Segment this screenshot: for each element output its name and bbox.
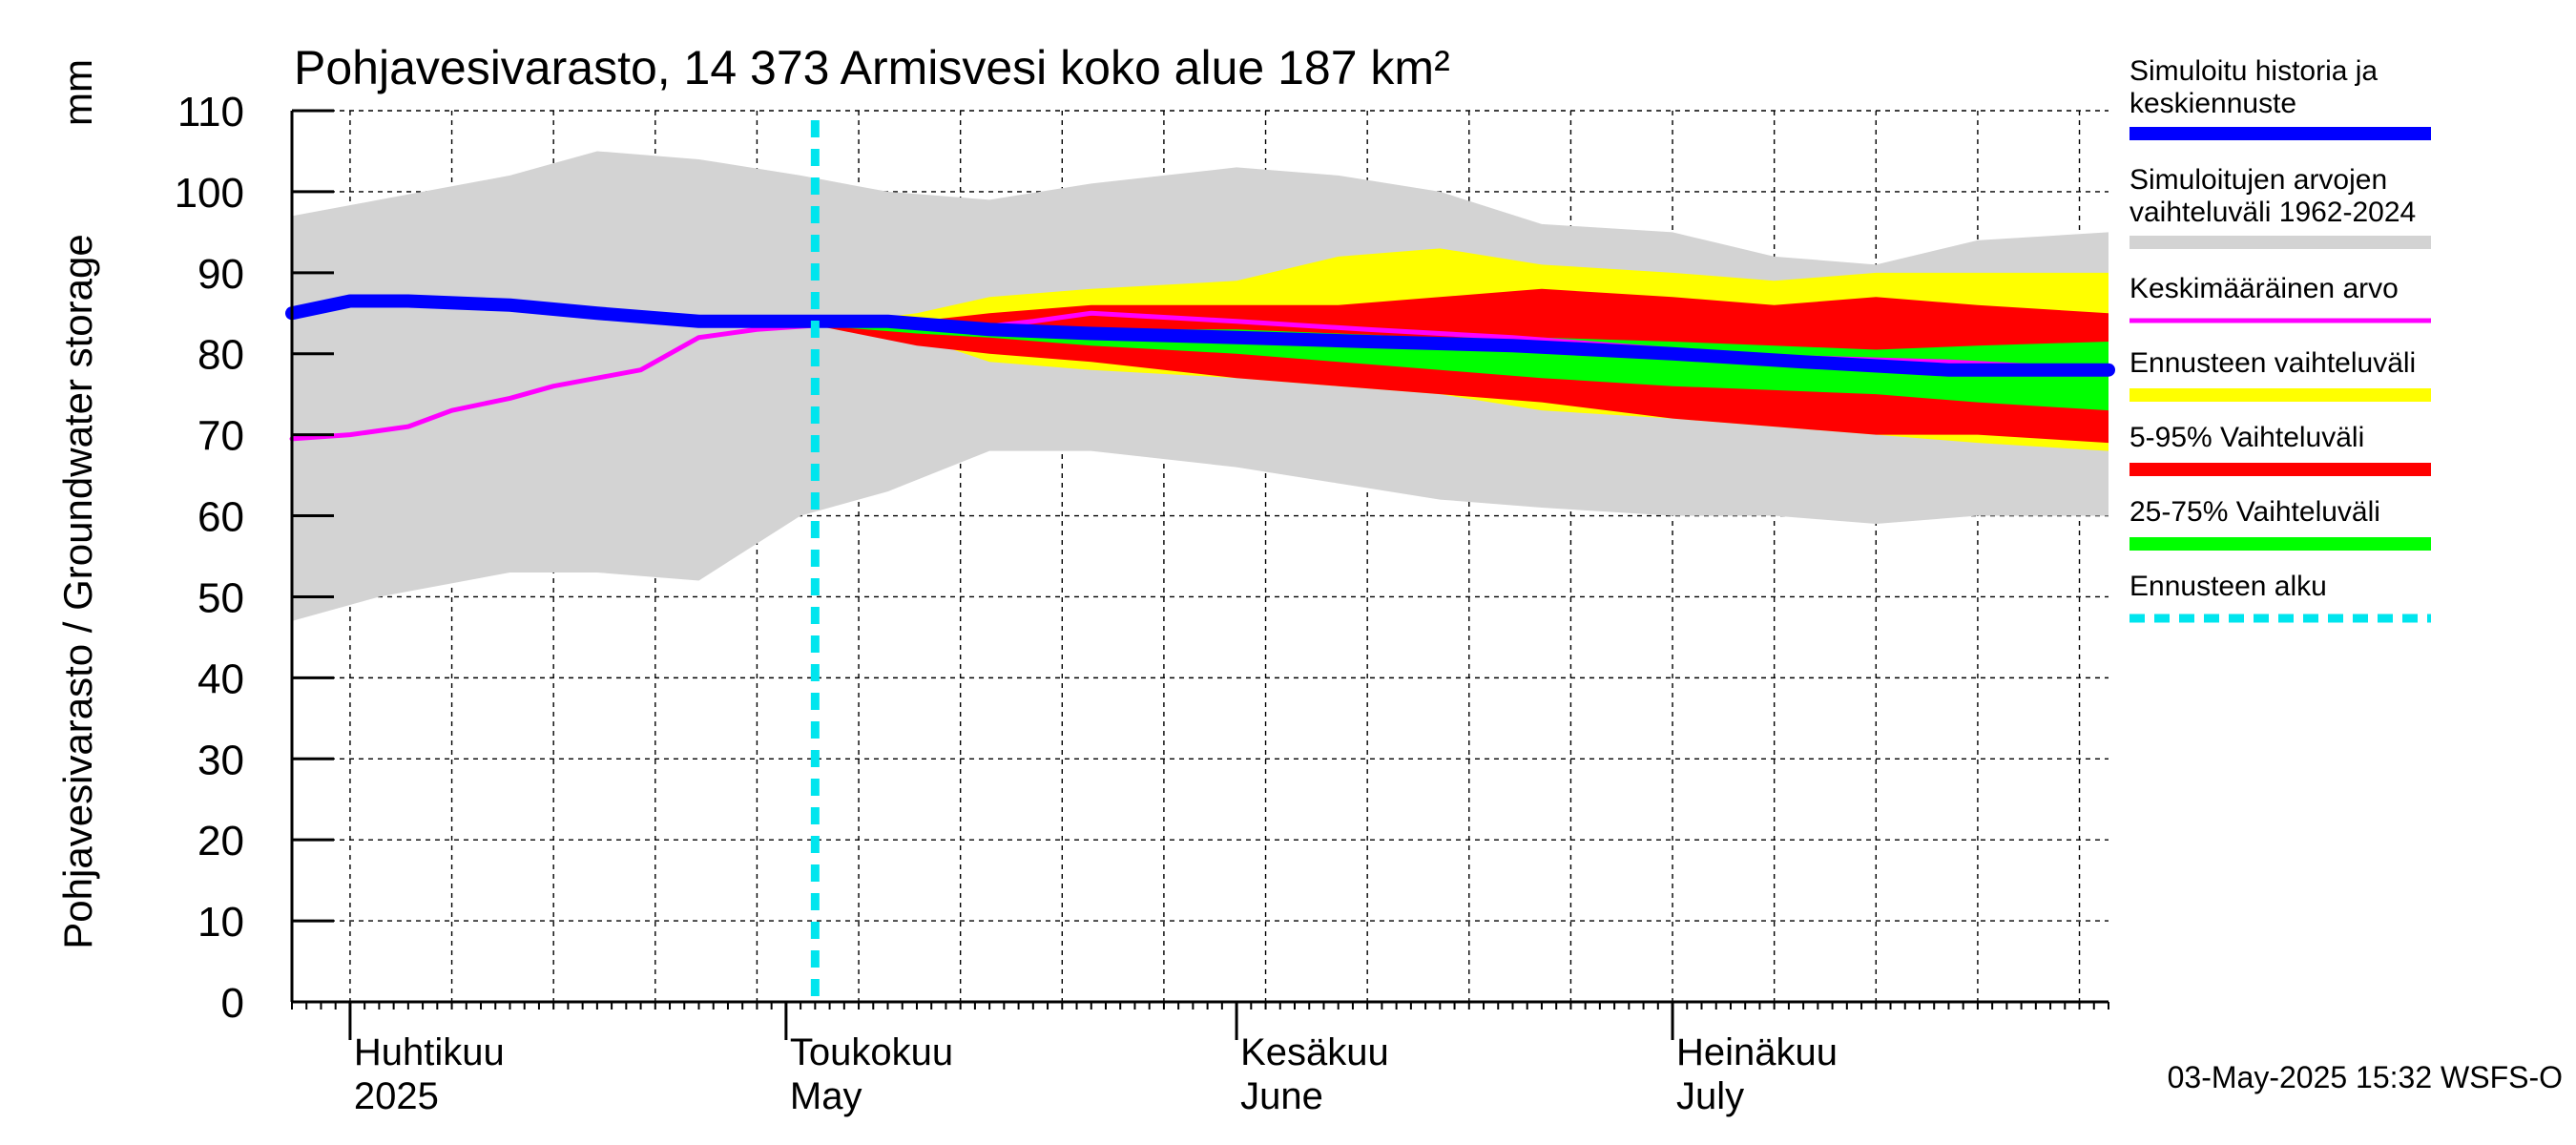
y-tick-label: 10 xyxy=(197,899,244,946)
x-month-label: Heinäkuu xyxy=(1676,1031,1838,1073)
x-month-sublabel: June xyxy=(1240,1075,1323,1117)
legend-label: 25-75% Vaihteluväli xyxy=(2129,496,2380,528)
y-tick-label: 0 xyxy=(221,980,244,1027)
y-tick-label: 90 xyxy=(197,251,244,298)
x-month-label: Toukokuu xyxy=(790,1031,953,1073)
series-layer xyxy=(285,120,2115,1002)
legend-label: Keskimääräinen arvo xyxy=(2129,273,2399,304)
y-tick-label: 30 xyxy=(197,737,244,783)
chart-title: Pohjavesivarasto, 14 373 Armisvesi koko … xyxy=(294,41,1450,94)
y-tick-label: 70 xyxy=(197,413,244,460)
legend-item-mean: Keskimääräinen arvo xyxy=(2129,273,2431,323)
y-tick-label: 80 xyxy=(197,332,244,379)
y-tick-label: 100 xyxy=(175,170,244,217)
legend-label-line2: keskiennuste xyxy=(2129,88,2296,119)
y-axis-unit: mm xyxy=(55,59,100,126)
x-month-sublabel: 2025 xyxy=(354,1075,439,1117)
legend: Simuloitu historia jakeskiennusteSimuloi… xyxy=(2129,55,2431,623)
legend-item-p5_95: 5-95% Vaihteluväli xyxy=(2129,422,2431,476)
y-axis-label: Pohjavesivarasto / Groundwater storage xyxy=(55,234,100,948)
legend-item-forecast_range: Ennusteen vaihteluväli xyxy=(2129,347,2431,402)
x-month-label: Huhtikuu xyxy=(354,1031,505,1073)
footer-timestamp: 03-May-2025 15:32 WSFS-O xyxy=(2168,1060,2563,1094)
y-tick-label: 110 xyxy=(177,89,244,135)
legend-label-line2: vaihteluväli 1962-2024 xyxy=(2129,197,2416,228)
series-simuloitujen-arvojen-vaihteluv-li-1962-2024-band xyxy=(292,151,2109,621)
legend-item-p25_75: 25-75% Vaihteluväli xyxy=(2129,496,2431,551)
x-month-sublabel: July xyxy=(1676,1075,1744,1117)
y-tick-label: 60 xyxy=(197,494,244,541)
legend-label: 5-95% Vaihteluväli xyxy=(2129,422,2364,453)
legend-label: Simuloitu historia ja xyxy=(2129,55,2378,87)
legend-label: Ennusteen alku xyxy=(2129,571,2327,602)
y-tick-label: 40 xyxy=(197,656,244,702)
legend-item-forecast_start: Ennusteen alku xyxy=(2129,571,2431,623)
series-simuloitu-historia-ja-keskiennuste-line xyxy=(285,294,2115,377)
y-tick-label: 50 xyxy=(197,574,244,621)
x-month-label: Kesäkuu xyxy=(1240,1031,1389,1073)
legend-label: Simuloitujen arvojen xyxy=(2129,164,2387,196)
series-25-75-vaihteluv-li-band xyxy=(815,325,2109,411)
x-month-sublabel: May xyxy=(790,1075,862,1117)
legend-label: Ennusteen vaihteluväli xyxy=(2129,347,2416,379)
y-tick-label: 20 xyxy=(197,818,244,864)
